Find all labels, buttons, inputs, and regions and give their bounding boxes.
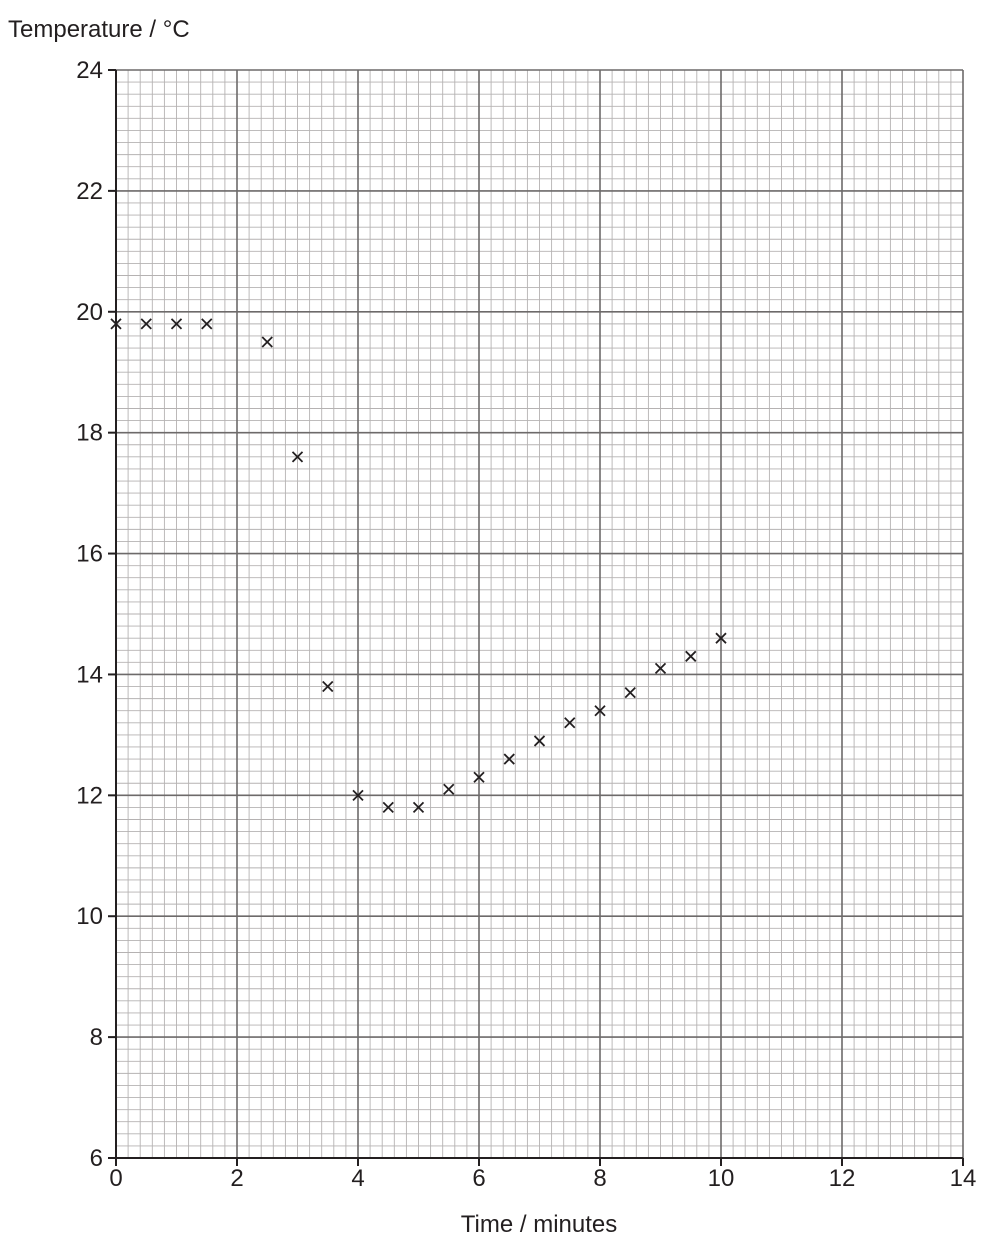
data-point-stroke [473,771,485,783]
x-tick-label: 2 [230,1165,243,1192]
data-point [654,662,667,675]
data-point [473,771,485,783]
y-tick-label: 8 [90,1024,103,1051]
data-point-stroke [654,662,667,675]
y-tick-label: 6 [90,1145,103,1172]
axes [115,70,963,1159]
y-tick-label: 22 [76,178,103,205]
y-tick-label: 24 [76,57,103,84]
data-point-stroke [110,318,122,330]
data-point [352,789,364,801]
x-axis-ticks: 0 2 4 6 8 10 12 14 [109,1158,976,1192]
data-point [412,801,425,814]
x-tick-label: 8 [593,1165,606,1192]
x-tick-label: 10 [708,1165,735,1192]
data-point-stroke [564,717,576,729]
data-point-stroke [594,705,606,717]
data-points [110,318,727,814]
data-point [503,753,515,765]
data-point-stroke [201,318,213,330]
data-point [322,680,334,693]
data-point [110,318,122,330]
data-point-stroke [503,753,515,765]
data-point [291,451,304,463]
data-point-stroke [443,783,455,795]
data-point [170,318,183,330]
y-tick-label: 12 [76,782,103,809]
x-axis-title: Time / minutes [461,1211,617,1238]
x-tick-label: 14 [950,1165,977,1192]
y-tick-label: 10 [76,903,103,930]
y-axis-title: Temperature / °C [8,16,190,43]
data-point [624,686,636,699]
data-point-stroke [412,801,425,814]
data-point [140,318,152,330]
x-tick-label: 0 [109,1165,122,1192]
data-point [685,650,697,662]
data-point-stroke [624,686,636,699]
x-tick-label: 6 [472,1165,485,1192]
data-point [715,632,727,644]
data-point [533,735,546,747]
data-point [382,801,394,814]
data-point-stroke [291,451,304,463]
data-point-stroke [382,801,394,814]
x-tick-label: 12 [829,1165,856,1192]
data-point-stroke [140,318,152,330]
data-point [564,717,576,729]
data-point-stroke [170,318,183,330]
minor-grid [116,70,963,1158]
data-point-stroke [352,789,364,801]
y-tick-label: 14 [76,661,103,688]
data-point-stroke [261,336,273,348]
data-point-stroke [322,680,334,693]
data-point [594,705,606,717]
y-tick-label: 16 [76,541,103,568]
data-point-stroke [715,632,727,644]
data-point-stroke [533,735,546,747]
data-point [201,318,213,330]
data-point [261,336,273,348]
y-tick-label: 18 [76,420,103,447]
x-tick-label: 4 [351,1165,364,1192]
data-point [443,783,455,795]
y-tick-label: 20 [76,299,103,326]
data-point-stroke [685,650,697,662]
y-axis-ticks: 6 8 10 12 14 16 18 20 22 24 [76,57,116,1172]
